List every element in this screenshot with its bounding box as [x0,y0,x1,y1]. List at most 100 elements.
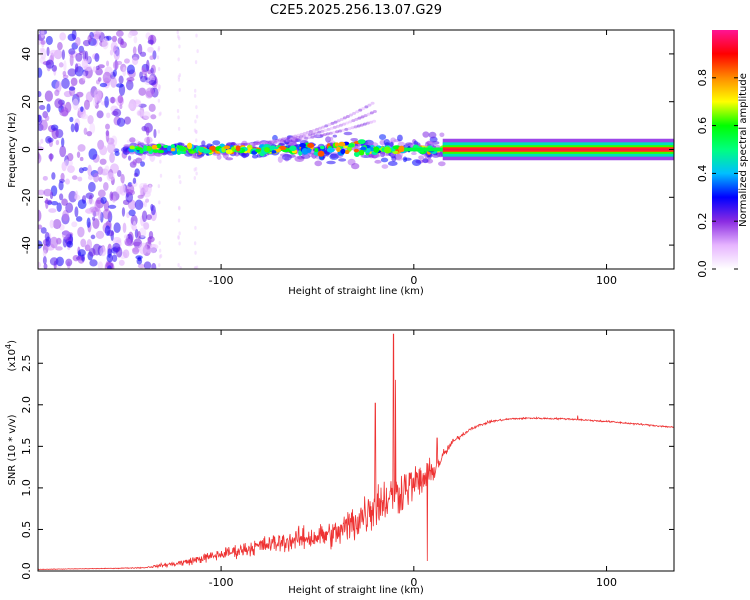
spectrogram-cell [194,60,198,65]
spectrogram-cell [177,34,180,39]
spectrogram-cell [373,146,380,153]
spectrogram-cell [106,253,114,263]
spectrogram-cell [308,129,313,133]
spectrogram-cell [139,148,144,154]
spectrogram-cell [323,128,328,132]
snr-x-tick-label: 100 [596,576,617,589]
snr-y-tick-label: 2.0 [20,396,33,414]
spectrogram-cell [271,150,277,154]
spectrogram-cell [62,209,69,222]
snr-y-tick-label: 0.0 [20,562,33,580]
spectrogram-cell [157,86,161,91]
spectrogram-cell [137,43,143,55]
spectrogram-cell [314,160,323,167]
spectrogram-cell [45,59,55,69]
spectrogram-cell [178,231,181,236]
spectrogram-cell [360,146,367,151]
spectrogram-cell [122,66,127,77]
spectrogram-cell [369,111,374,115]
spectrogram-cell [332,134,338,138]
spectrogram-cell [179,180,182,185]
spectrogram-cell [117,94,124,104]
colorbar-gradient [712,30,738,269]
spectrogram-cell [66,240,74,248]
spectrogram-cell [122,249,130,259]
spectrogram-cell [291,138,296,142]
spectrogram-cell [92,218,100,229]
spectrogram-cell [350,137,358,142]
spectrogram-cell [54,98,63,109]
spectrogram-cell [134,199,144,211]
spectrogram-cell [50,201,59,206]
spectrogram-cell [411,151,417,156]
spectrogram-cell [332,131,337,135]
spectrogram-cell [335,130,340,134]
spectrogram-cell [137,256,142,262]
spectrogram-cell [140,161,145,167]
spectrogram-y-tick-label: 0 [20,146,33,153]
snr-y-tick-label: 1.0 [20,479,33,497]
spectrogram-cell [158,200,161,205]
spectrogram-cell [44,90,53,102]
spectrogram-cell [194,266,197,269]
spectrogram-cell [314,131,319,135]
spectrogram-cell [55,256,65,267]
spectrogram-cell [129,145,135,150]
spectrogram-cell [64,101,72,113]
snr-panel: -100 0 100 0.0 0.5 1.0 1.5 2.0 2.5 Height of st… [4,329,675,596]
spectrogram-cell [342,116,347,120]
spectrogram-cell [146,214,152,221]
spectrogram-cell [49,236,59,249]
spectrogram-cell [43,188,53,197]
spectrogram-cell [72,98,79,111]
spectrogram-cell [193,175,197,180]
colorbar: 0.0 0.2 0.4 0.6 0.8 Normalized spectral ampl… [696,30,749,278]
spectrogram-cell [104,96,109,108]
spectrogram-cell [95,230,105,239]
spectrogram-cell [87,175,94,181]
spectrogram-cell [40,227,47,234]
spectrogram-cell [360,115,365,119]
spectrogram-cell [255,149,261,153]
spectrogram-cell [320,145,325,150]
spectrogram-cell [75,52,83,62]
spectrogram-cell [67,68,77,77]
spectrogram-cell [113,222,121,234]
spectrogram-cell [86,217,91,228]
spectrogram-cell [59,193,64,201]
spectrogram-cell [131,56,139,66]
colorbar-tick-label: 0.8 [696,69,709,87]
spectrogram-cell [158,112,161,117]
spectrogram-cell [92,66,97,73]
spectrogram-cell [176,109,180,114]
spectrogram-cell [358,108,363,112]
spectrogram-cell [96,110,104,119]
spectrogram-cell [194,250,197,255]
spectrogram-cell [193,167,196,172]
spectrogram-cell [39,119,48,131]
spectrogram-cell [383,138,390,146]
spectrogram-cell [77,226,85,238]
spectrogram-cell [148,103,156,112]
spectrogram-cell [157,149,165,154]
spectrogram-cell [127,155,132,161]
spectrogram-cell [147,69,153,75]
spectrogram-cell [398,145,405,153]
spectrogram-cell [352,111,357,115]
spectrogram-y-tick-label: 40 [20,47,33,61]
spectrogram-y-tick-label: -40 [20,236,33,254]
spectrogram-cell [381,164,389,169]
spectrogram-cell [71,221,78,228]
spectrogram-cell [122,222,127,234]
spectrogram-cell [195,33,198,38]
spectrogram-cell [305,133,310,137]
spectrogram-cell [112,242,121,253]
spectrogram-cell [38,114,43,125]
colorbar-tick-label: 0.2 [696,212,709,230]
spectrogram-cell [51,172,56,180]
spectrogram-cell [178,44,181,49]
spectrogram-cell [38,189,46,196]
spectrogram-cell [106,60,110,67]
spectrogram-cell [38,224,43,230]
spectrogram-cell [234,143,239,147]
